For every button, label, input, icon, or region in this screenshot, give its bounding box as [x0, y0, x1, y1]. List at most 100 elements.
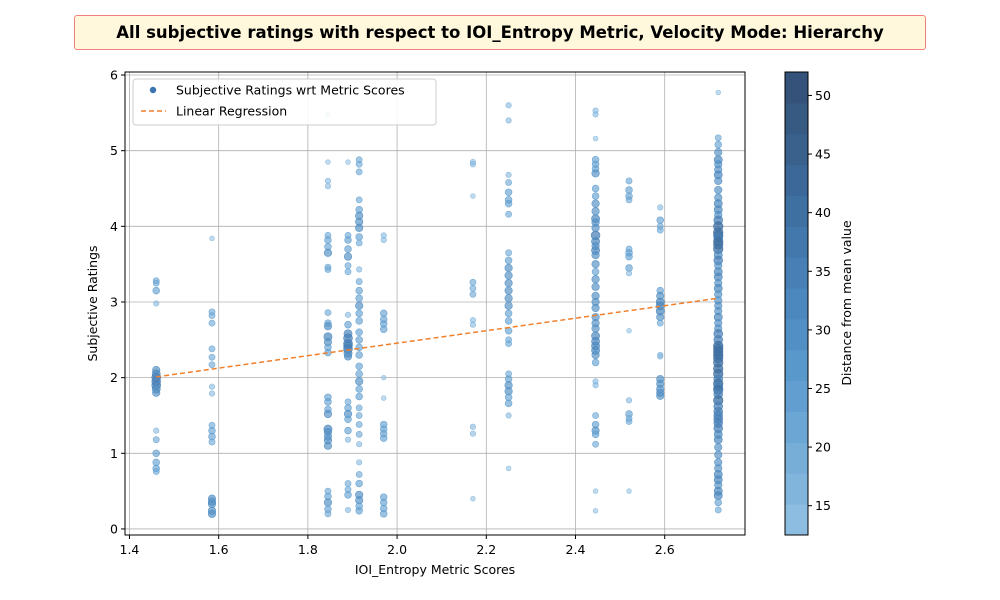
data-point: [625, 252, 633, 261]
x-tick-label: 2.6: [655, 542, 675, 557]
data-point: [344, 480, 352, 487]
data-point: [344, 415, 352, 423]
data-point: [344, 262, 352, 270]
data-point: [591, 350, 600, 360]
data-point: [504, 309, 513, 318]
data-point: [504, 286, 513, 295]
colorbar-tick-label: 30: [815, 322, 831, 337]
data-point: [344, 236, 352, 244]
data-point: [355, 294, 363, 302]
legend: Subjective Ratings wrt Metric Scores Lin…: [132, 78, 437, 126]
data-point: [208, 312, 216, 319]
colorbar-segment: [785, 72, 808, 104]
data-point: [355, 336, 363, 344]
data-point: [208, 345, 216, 353]
data-point: [324, 309, 332, 316]
data-point: [355, 471, 363, 478]
x-tick-label: 1.6: [209, 542, 229, 557]
data-point: [714, 140, 722, 149]
data-point: [355, 309, 363, 318]
data-point: [208, 361, 216, 369]
axis-ticks: 1.4 1.6 1.8 2.0 2.2 2.4 2.6 0 1 2 3 4 5 6: [110, 68, 675, 557]
data-point: [656, 226, 664, 234]
data-point: [591, 268, 600, 276]
y-tick-label: 3: [110, 294, 118, 309]
data-point: [379, 510, 388, 518]
colorbar-segment: [785, 380, 808, 413]
colorbar: 15 20 25 30 35 40 45 50: [784, 71, 831, 536]
data-point: [504, 399, 513, 408]
data-point: [505, 249, 512, 257]
legend-label-points: Subjective Ratings wrt Metric Scores: [176, 83, 405, 98]
data-point: [207, 509, 217, 518]
data-point: [344, 506, 352, 514]
data-point: [469, 284, 477, 292]
data-point: [505, 102, 512, 109]
data-point: [591, 275, 600, 284]
data-point: [714, 498, 722, 507]
data-point: [713, 491, 723, 501]
data-point: [591, 282, 600, 291]
data-point: [355, 223, 364, 232]
data-point: [344, 311, 352, 318]
data-point: [504, 279, 513, 288]
data-point: [324, 398, 332, 406]
data-point: [355, 507, 363, 515]
data-point: [504, 256, 513, 265]
data-point: [324, 183, 331, 190]
colorbar-segment: [785, 349, 808, 382]
data-point: [355, 286, 363, 295]
colorbar-tick-label: 15: [815, 498, 831, 513]
data-point: [626, 488, 632, 494]
data-point: [355, 233, 363, 241]
x-axis-label: IOI_Entropy Metric Scores: [355, 562, 515, 577]
data-point: [208, 390, 216, 397]
legend-label-regression: Linear Regression: [176, 104, 287, 119]
data-point: [379, 434, 388, 442]
data-point: [344, 268, 352, 276]
data-point: [152, 468, 160, 475]
data-point: [505, 117, 512, 124]
data-point: [470, 193, 476, 199]
data-point: [356, 441, 363, 448]
data-point: [355, 370, 363, 378]
data-point: [505, 412, 512, 419]
data-point: [379, 325, 388, 333]
data-point: [715, 89, 721, 96]
data-point: [657, 353, 664, 360]
data-point: [656, 216, 664, 225]
data-point: [355, 431, 363, 438]
data-point: [152, 436, 160, 444]
data-point: [714, 506, 722, 514]
data-point: [152, 286, 160, 295]
data-point: [714, 134, 722, 142]
data-point: [591, 303, 600, 313]
colorbar-segment: [785, 195, 808, 227]
colorbar-segment: [785, 504, 808, 536]
y-tick-label: 0: [110, 521, 118, 536]
data-point: [591, 430, 600, 439]
data-point: [209, 235, 215, 242]
data-point: [355, 385, 363, 393]
data-point: [344, 491, 352, 499]
data-point: [505, 171, 512, 178]
data-point: [323, 409, 333, 419]
data-point: [355, 301, 364, 310]
data-point: [592, 508, 599, 514]
data-point: [355, 160, 363, 168]
data-point: [343, 352, 353, 361]
data-point: [657, 204, 664, 211]
data-point: [591, 169, 600, 178]
data-point: [344, 245, 352, 253]
data-point: [591, 251, 600, 260]
data-point: [344, 426, 352, 435]
data-point: [591, 260, 600, 269]
data-point: [355, 278, 363, 285]
data-point: [656, 319, 664, 327]
data-point: [469, 161, 476, 168]
y-tick-label: 5: [110, 143, 118, 158]
data-point: [153, 300, 160, 307]
data-point: [591, 184, 600, 193]
data-point: [324, 236, 332, 244]
x-tick-label: 2.4: [566, 542, 586, 557]
